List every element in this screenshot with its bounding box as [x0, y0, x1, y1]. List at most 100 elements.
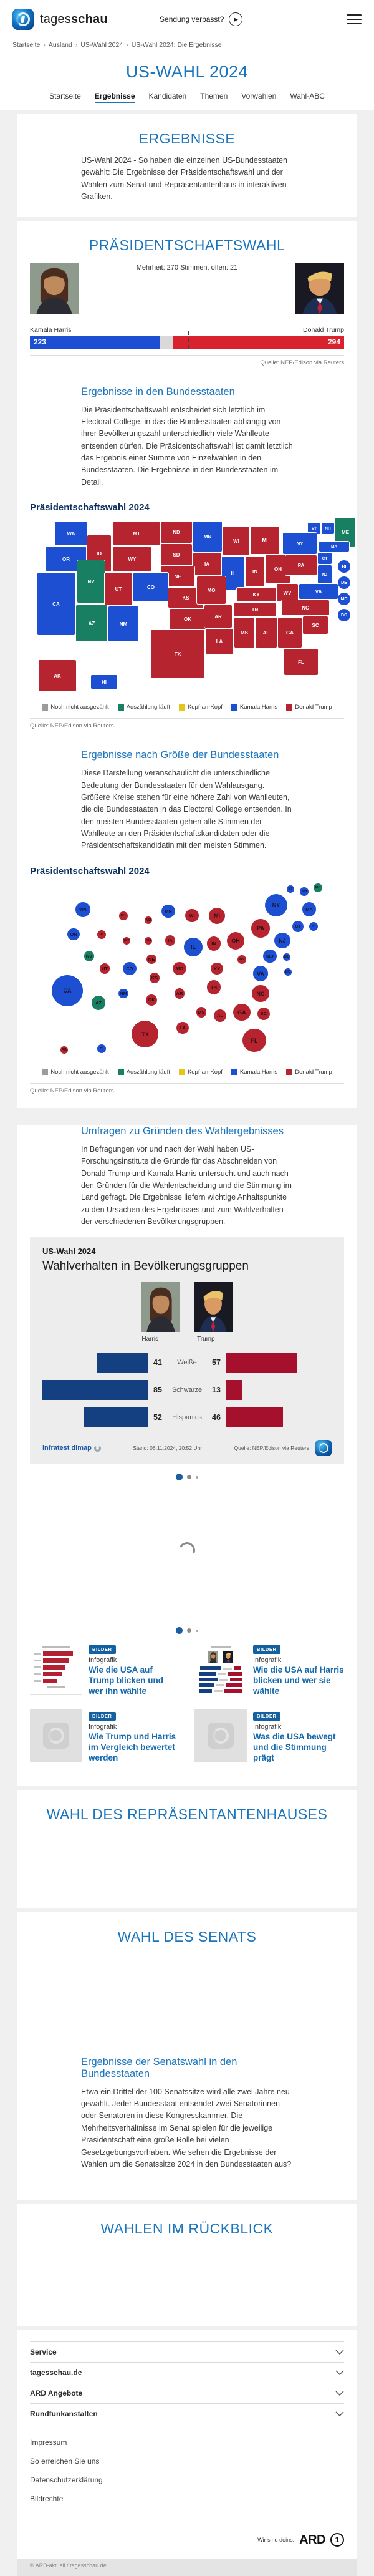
state-callout-DE[interactable]: DE	[338, 576, 350, 590]
play-icon[interactable]: ▶	[229, 12, 243, 26]
state-tile-PA[interactable]: PA	[285, 555, 317, 576]
footer-link-datenschutzerkl-rung[interactable]: Datenschutzerklärung	[30, 2475, 103, 2484]
state-bubble-MO[interactable]: MO	[173, 961, 186, 976]
sendung-verpasst-link[interactable]: Sendung verpasst? ▶	[160, 12, 243, 26]
state-bubble-DC[interactable]: DC	[284, 968, 292, 976]
chevron-down-icon[interactable]	[335, 2368, 344, 2377]
state-tile-TN[interactable]: TN	[234, 603, 276, 617]
state-bubble-VA[interactable]: VA	[252, 966, 269, 981]
chevron-down-icon[interactable]	[335, 2409, 344, 2418]
us-states-bubble-map[interactable]: AK HI WA OR CA NV ID MT WY UT AZ NM CO ND SD NE KS OK TX MN…	[30, 882, 344, 1064]
state-tile-AL[interactable]: AL	[256, 618, 277, 648]
state-bubble-OH[interactable]: OH	[226, 931, 244, 950]
state-bubble-AK[interactable]: AK	[60, 1046, 68, 1054]
state-bubble-ME[interactable]: ME	[314, 883, 322, 892]
state-bubble-MA[interactable]: MA	[302, 902, 317, 917]
state-tile-TX[interactable]: TX	[151, 630, 204, 678]
state-tile-MN[interactable]: MN	[193, 522, 222, 552]
state-bubble-KS[interactable]: KS	[149, 973, 160, 984]
state-tile-UT[interactable]: UT	[105, 573, 132, 606]
state-tile-ND[interactable]: ND	[161, 522, 192, 543]
dot[interactable]	[196, 1629, 198, 1632]
state-bubble-PA[interactable]: PA	[251, 918, 270, 938]
state-bubble-IL[interactable]: IL	[184, 937, 203, 956]
teaser-thumbnail[interactable]	[194, 1709, 247, 1762]
state-bubble-UT[interactable]: UT	[99, 963, 110, 975]
state-tile-NH[interactable]: NH	[322, 523, 334, 535]
carousel-dots-2[interactable]	[30, 1617, 344, 1636]
state-bubble-NY[interactable]: NY	[265, 893, 287, 916]
breadcrumb-item[interactable]: US-Wahl 2024: Die Ergebnisse	[131, 41, 222, 49]
us-states-map[interactable]: WA MT ND MN VT NH ME OR ID WY SD WI MI NY MA IA NE IL IN OH…	[17, 518, 357, 699]
tab-kandidaten[interactable]: Kandidaten	[148, 92, 187, 100]
hamburger-menu-icon[interactable]	[347, 14, 362, 24]
state-tile-MI[interactable]: MI	[251, 527, 279, 555]
state-tile-NJ[interactable]: NJ	[318, 565, 332, 585]
state-bubble-KY[interactable]: KY	[211, 963, 223, 975]
dot[interactable]	[196, 1475, 198, 1479]
footer-link-so-erreichen-sie-uns[interactable]: So erreichen Sie uns	[30, 2456, 100, 2466]
teaser-title[interactable]: Wie die USA auf Harris blicken und wer s…	[253, 1665, 344, 1696]
state-tile-WV[interactable]: WV	[277, 584, 298, 602]
state-tile-NY[interactable]: NY	[283, 533, 317, 555]
state-bubble-WY[interactable]: WY	[123, 936, 130, 945]
teaser-card[interactable]: BILDER Infografik Wie Trump und Harris im …	[30, 1709, 180, 1764]
tab-vorwahlen[interactable]: Vorwahlen	[241, 92, 277, 100]
state-bubble-OR[interactable]: OR	[67, 928, 80, 941]
state-tile-HI[interactable]: HI	[91, 675, 117, 689]
state-bubble-ND[interactable]: ND	[145, 916, 152, 924]
state-bubble-NV[interactable]: NV	[84, 951, 95, 962]
state-tile-AR[interactable]: AR	[204, 605, 232, 628]
breadcrumb-item[interactable]: US-Wahl 2024	[80, 41, 123, 49]
teaser-card[interactable]: BILDER Infografik Wie die USA auf Trump bl…	[30, 1643, 180, 1697]
state-tile-GA[interactable]: GA	[278, 618, 302, 648]
state-bubble-WV[interactable]: WV	[237, 955, 246, 964]
state-tile-LA[interactable]: LA	[206, 629, 233, 654]
state-tile-WY[interactable]: WY	[113, 547, 151, 572]
state-bubble-MN[interactable]: MN	[161, 904, 175, 918]
tagesschau-logo-icon[interactable]	[12, 9, 34, 30]
breadcrumb-item[interactable]: Startseite	[12, 41, 41, 49]
state-callout-RI[interactable]: RI	[338, 560, 350, 573]
state-bubble-AR[interactable]: AR	[174, 988, 185, 999]
tab-ergebnisse[interactable]: Ergebnisse	[94, 92, 135, 103]
footer-link-bildrechte[interactable]: Bildrechte	[30, 2494, 64, 2503]
state-tile-MA[interactable]: MA	[319, 542, 349, 552]
state-bubble-MD[interactable]: MD	[263, 949, 277, 963]
footer-accordion-tagesschau-de[interactable]: tagesschau.de	[30, 2361, 344, 2383]
state-tile-OK[interactable]: OK	[170, 609, 206, 629]
state-tile-KY[interactable]: KY	[237, 588, 276, 602]
state-bubble-NH[interactable]: NH	[300, 887, 309, 896]
state-bubble-MS[interactable]: MS	[196, 1007, 207, 1018]
state-bubble-NC[interactable]: NC	[252, 985, 269, 1003]
state-bubble-CA[interactable]: CA	[52, 975, 83, 1006]
teaser-thumbnail[interactable]	[194, 1643, 247, 1696]
footer-accordion-rundfunkanstalten[interactable]: Rundfunkanstalten	[30, 2403, 344, 2424]
state-bubble-VT[interactable]: VT	[287, 885, 294, 893]
state-bubble-WI[interactable]: WI	[185, 908, 199, 923]
state-tile-IL[interactable]: IL	[222, 557, 244, 591]
state-bubble-DE[interactable]: DE	[283, 953, 290, 961]
electoral-votes-bar[interactable]: 223 294	[30, 331, 344, 349]
state-bubble-FL[interactable]: FL	[242, 1029, 266, 1052]
state-bubble-IN[interactable]: IN	[206, 936, 221, 951]
tab-startseite[interactable]: Startseite	[49, 92, 81, 100]
state-bubble-TX[interactable]: TX	[132, 1021, 159, 1048]
state-tile-IA[interactable]: IA	[193, 553, 221, 576]
carousel-dots[interactable]	[30, 1464, 344, 1483]
state-bubble-MT[interactable]: MT	[119, 911, 128, 920]
state-bubble-SC[interactable]: SC	[257, 1007, 271, 1020]
tab-themen[interactable]: Themen	[200, 92, 228, 100]
state-bubble-RI[interactable]: RI	[309, 921, 318, 931]
state-tile-MO[interactable]: MO	[197, 576, 226, 605]
tagesschau-wordmark[interactable]: tagesschau	[40, 12, 108, 26]
state-bubble-MI[interactable]: MI	[208, 907, 226, 924]
state-bubble-SD[interactable]: SD	[145, 936, 152, 945]
state-tile-WI[interactable]: WI	[223, 527, 249, 556]
footer-link-impressum[interactable]: Impressum	[30, 2437, 67, 2447]
footer-accordion-service[interactable]: Service	[30, 2341, 344, 2362]
dot[interactable]	[187, 1628, 191, 1633]
state-tile-AK[interactable]: AK	[39, 660, 76, 692]
state-callout-MD[interactable]: MD	[338, 593, 350, 606]
breadcrumb-item[interactable]: Ausland	[48, 41, 72, 49]
